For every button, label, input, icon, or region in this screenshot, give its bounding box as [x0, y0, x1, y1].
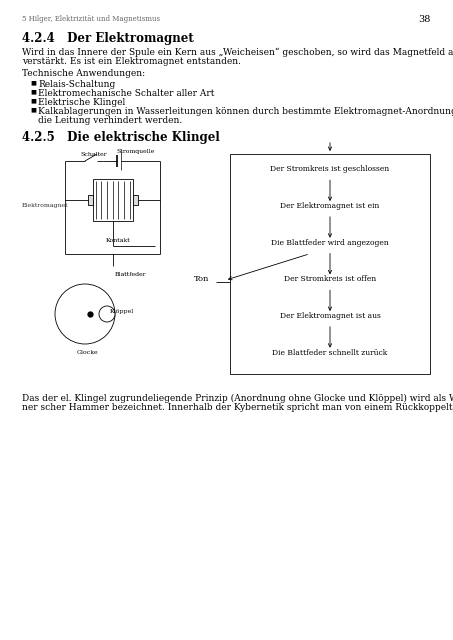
Text: Der Elektromagnet ist aus: Der Elektromagnet ist aus [280, 312, 381, 320]
Text: Kalkablagerungen in Wasserleitungen können durch bestimmte Elektromagnet-Anordnu: Kalkablagerungen in Wasserleitungen könn… [38, 107, 453, 116]
Text: Stromquelle: Stromquelle [116, 149, 154, 154]
Text: Relais-Schaltung: Relais-Schaltung [38, 80, 115, 89]
Text: Blattfeder: Blattfeder [115, 272, 146, 277]
Text: Technische Anwendungen:: Technische Anwendungen: [22, 69, 145, 78]
Text: Das der el. Klingel zugrundeliegende Prinzip (Anordnung ohne Glocke und Klöppel): Das der el. Klingel zugrundeliegende Pri… [22, 394, 453, 403]
Bar [87, 195, 92, 205]
Text: Elektromagnet: Elektromagnet [22, 203, 68, 208]
Text: ■: ■ [30, 107, 36, 112]
Bar [132, 195, 138, 205]
Text: Der Stromkreis ist offen: Der Stromkreis ist offen [284, 275, 376, 284]
Text: die Leitung verhindert werden.: die Leitung verhindert werden. [38, 116, 182, 125]
Bar [230, 154, 430, 374]
Text: Der Elektromagnet ist ein: Der Elektromagnet ist ein [280, 202, 380, 210]
Text: Die Blattfeder schnellt zurück: Die Blattfeder schnellt zurück [272, 349, 388, 356]
Text: Die Blattfeder wird angezogen: Die Blattfeder wird angezogen [271, 239, 389, 246]
Text: ner scher Hammer bezeichnet. Innerhalb der Kybernetik spricht man von einem Rück: ner scher Hammer bezeichnet. Innerhalb d… [22, 403, 453, 412]
Text: Ton: Ton [194, 275, 210, 284]
Text: Wird in das Innere der Spule ein Kern aus „Weicheisen“ geschoben, so wird das Ma: Wird in das Innere der Spule ein Kern au… [22, 48, 453, 58]
Circle shape [99, 306, 115, 322]
Text: Klöppel: Klöppel [110, 309, 134, 314]
Text: 38: 38 [419, 15, 431, 24]
Text: Schalter: Schalter [80, 152, 106, 157]
Text: Elektromechanische Schalter aller Art: Elektromechanische Schalter aller Art [38, 89, 215, 98]
Text: Glocke: Glocke [77, 350, 99, 355]
Text: 4.2.4   Der Elektromagnet: 4.2.4 Der Elektromagnet [22, 32, 194, 45]
Text: Kontakt: Kontakt [106, 238, 131, 243]
Text: Der Stromkreis ist geschlossen: Der Stromkreis ist geschlossen [270, 165, 390, 173]
Text: ■: ■ [30, 80, 36, 85]
Text: 5 Hilger, Elektrizität und Magnetismus: 5 Hilger, Elektrizität und Magnetismus [22, 15, 160, 23]
Bar [92, 179, 132, 221]
Text: ■: ■ [30, 98, 36, 103]
Text: Elektrische Klingel: Elektrische Klingel [38, 98, 125, 107]
Text: 4.2.5   Die elektrische Klingel: 4.2.5 Die elektrische Klingel [22, 131, 220, 144]
Text: ■: ■ [30, 89, 36, 94]
Text: verstärkt. Es ist ein Elektromagnet entstanden.: verstärkt. Es ist ein Elektromagnet ents… [22, 57, 241, 66]
